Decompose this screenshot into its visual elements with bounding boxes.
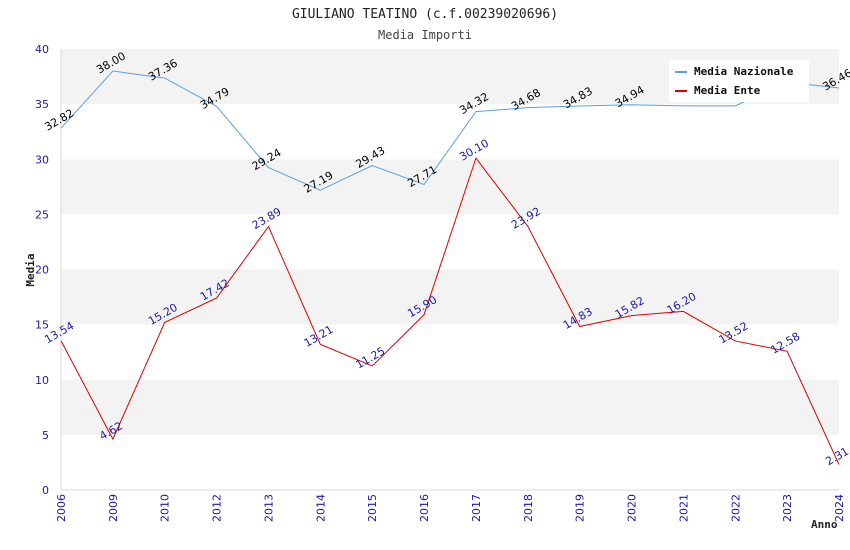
plot-band	[61, 324, 839, 380]
plot-band	[61, 104, 839, 160]
x-tick-label: 2020	[626, 494, 639, 522]
y-tick-label: 10	[35, 374, 49, 387]
chart-title: GIULIANO TEATINO (c.f.00239020696)	[292, 7, 558, 22]
x-tick-label: 2022	[729, 494, 742, 522]
x-tick-label: 2015	[366, 494, 379, 522]
y-tick-label: 40	[35, 43, 49, 56]
x-axis-label: Anno	[811, 518, 838, 531]
x-axis: 2006 2009 2010 2012 2013 2014 2015 2016 2017 2018…	[55, 494, 846, 522]
x-tick-label: 2009	[107, 494, 120, 522]
x-tick-label: 2017	[470, 494, 483, 522]
y-tick-label: 20	[35, 264, 49, 277]
legend-box	[669, 60, 809, 102]
legend-label-ente: Media Ente	[694, 84, 761, 97]
y-tick-label: 15	[35, 319, 49, 332]
x-tick-label: 2012	[211, 494, 224, 522]
x-tick-label: 2006	[55, 494, 68, 522]
plot-band	[61, 269, 839, 325]
plot-band	[61, 214, 839, 270]
legend-label-naz: Media Nazionale	[694, 65, 794, 78]
series-line-media-ente	[60, 157, 840, 465]
y-tick-label: 0	[42, 484, 49, 497]
plot-band	[61, 434, 839, 490]
y-axis: 0 5 10 15 20 25 30 35 40	[35, 43, 49, 497]
chart-subtitle: Media Importi	[378, 28, 472, 42]
plot-band	[61, 379, 839, 435]
x-tick-label: 2018	[522, 494, 535, 522]
series-line-media-nazionale	[60, 70, 840, 191]
x-tick-label: 2021	[677, 494, 690, 522]
x-tick-label: 2013	[262, 494, 275, 522]
x-tick-label: 2016	[418, 494, 431, 522]
y-tick-label: 25	[35, 208, 49, 221]
y-tick-label: 30	[35, 153, 49, 166]
x-tick-label: 2019	[574, 494, 587, 522]
legend: Media Nazionale Media Ente	[669, 60, 809, 102]
y-tick-label: 35	[35, 98, 49, 111]
x-tick-label: 2023	[781, 494, 794, 522]
plot-band	[61, 159, 839, 215]
plot-bands	[60, 49, 839, 491]
y-tick-label: 5	[42, 429, 49, 442]
x-tick-label: 2014	[314, 494, 327, 522]
y-axis-label: Media	[24, 253, 37, 286]
x-tick-label: 2024	[833, 494, 846, 522]
x-tick-label: 2010	[159, 494, 172, 522]
